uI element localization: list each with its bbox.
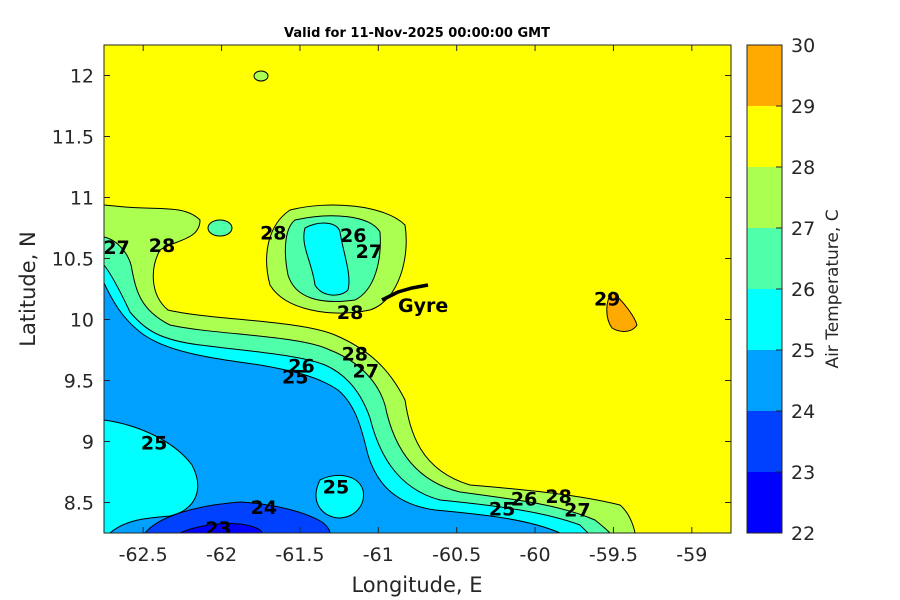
contour-fill-24 (104, 282, 561, 533)
y-axis: 8.5 9 9.5 10 10.5 11 11.5 12 (52, 66, 731, 515)
gyre-track (381, 283, 429, 302)
colorbar-tick-label: 24 (791, 401, 815, 423)
x-axis-label: Longitude, E (351, 573, 482, 597)
colorbar-tick-label: 22 (791, 523, 815, 545)
colorbar-label: Air Temperature, C (823, 209, 843, 368)
x-tick-label: -59.5 (589, 544, 638, 566)
colorbar-tick-label: 28 (791, 157, 815, 179)
contour-fill-25-center (315, 474, 364, 519)
contour-label: 28 (337, 302, 363, 324)
gyre-label: Gyre (398, 295, 448, 317)
contour-label: 28 (260, 223, 286, 245)
contour-fill-25-sw (104, 419, 199, 533)
contour-label: 28 (545, 486, 571, 508)
contour-label: 25 (323, 476, 349, 498)
contour-label: 23 (205, 518, 231, 540)
contour-label: 28 (149, 235, 175, 257)
y-tick-label: 12 (70, 66, 94, 88)
contour-label: 28 (342, 343, 368, 365)
contour-label: 29 (594, 288, 620, 310)
y-tick-label: 8.5 (64, 493, 94, 515)
contour-label: 25 (489, 498, 515, 520)
contour-label: 24 (251, 497, 277, 519)
y-tick-label: 11.5 (52, 127, 94, 149)
contour-label: 27 (103, 237, 129, 259)
y-tick-label: 9.5 (64, 371, 94, 393)
colorbar-tick-label: 29 (791, 96, 815, 118)
contour-label: 25 (282, 367, 308, 389)
colorbar-swatch (747, 472, 782, 533)
colorbar-tick-label: 26 (791, 279, 815, 301)
plot-frame (103, 44, 732, 534)
x-tick-label: -62 (206, 544, 237, 566)
gyre-marker: Gyre (381, 283, 448, 317)
y-axis-label: Latitude, N (16, 231, 40, 347)
colorbar: 22 23 24 25 26 27 28 29 30 (746, 35, 815, 545)
colorbar-swatch (747, 45, 782, 106)
colorbar-swatch (747, 228, 782, 289)
contour-fill-25-north (303, 222, 350, 296)
contour-fill-27-islet (207, 219, 233, 237)
colorbar-swatch (747, 289, 782, 350)
x-tick-label: -61 (363, 544, 394, 566)
colorbar-swatch (747, 411, 782, 472)
contour-label: 26 (340, 225, 366, 247)
contour-fill-27-north-blob (253, 70, 269, 82)
x-tick-label: -61.5 (275, 544, 324, 566)
colorbar-tick-label: 23 (791, 462, 815, 484)
y-tick-label: 9 (82, 432, 94, 454)
x-tick-label: -60 (520, 544, 551, 566)
colorbar-tick-label: 30 (791, 35, 815, 57)
colorbar-tick-label: 27 (791, 218, 815, 240)
contour-label: 25 (141, 432, 167, 454)
y-tick-label: 10.5 (52, 249, 94, 271)
x-tick-label: -60.5 (432, 544, 481, 566)
x-axis: -62.5 -62 -61.5 -61 -60.5 -60 -59.5 -59 (119, 45, 707, 566)
x-tick-label: -59 (676, 544, 707, 566)
colorbar-swatch (747, 167, 782, 228)
contour-fill-29 (606, 291, 638, 332)
y-tick-label: 11 (70, 188, 94, 210)
contour-label: 27 (356, 241, 382, 263)
x-tick-label: -62.5 (119, 544, 168, 566)
contour-label: 26 (288, 356, 314, 378)
contour-label: 27 (353, 360, 379, 382)
colorbar-tick-label: 25 (791, 340, 815, 362)
contour-fill-23 (144, 501, 331, 533)
colorbar-swatch (747, 350, 782, 411)
contour-label: 26 (511, 489, 537, 511)
chart-title: Valid for 11-Nov-2025 00:00:00 GMT (284, 26, 550, 41)
y-tick-label: 10 (70, 310, 94, 332)
contour-label: 27 (564, 500, 590, 522)
colorbar-swatch (747, 106, 782, 167)
contour-fill-22 (179, 523, 263, 533)
